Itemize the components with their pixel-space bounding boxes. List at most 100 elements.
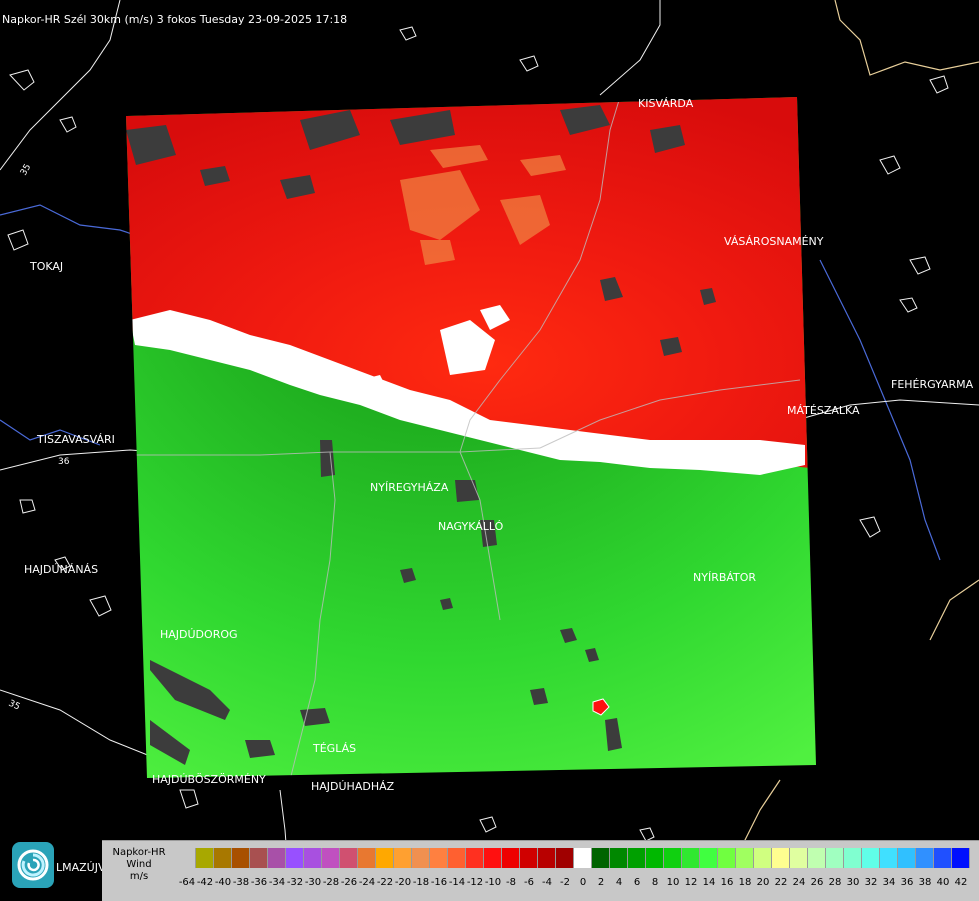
- legend-swatch: [790, 848, 808, 868]
- radar-field: [126, 97, 816, 778]
- legend-tick: -34: [268, 877, 286, 888]
- legend-swatch: [574, 848, 592, 868]
- legend-swatch: [322, 848, 340, 868]
- legend-tick: -2: [560, 877, 570, 888]
- legend-swatch: [682, 848, 700, 868]
- legend-tick: 42: [954, 877, 968, 888]
- road-number-markers: 35 36 35: [7, 163, 70, 713]
- legend-swatch: [376, 848, 394, 868]
- legend-swatch: [484, 848, 502, 868]
- legend-tick: -40: [214, 877, 232, 888]
- legend-tick: -36: [250, 877, 268, 888]
- legend-swatch: [898, 848, 916, 868]
- legend-tick: 18: [738, 877, 752, 888]
- legend-swatch: [538, 848, 556, 868]
- road-number-0: 35: [19, 163, 33, 178]
- legend-swatch: [304, 848, 322, 868]
- legend-swatch: [880, 848, 898, 868]
- city-label-hajdudorog: HAJDÚDOROG: [160, 628, 238, 641]
- legend-tick: 14: [702, 877, 716, 888]
- city-label-tokaj: TOKAJ: [30, 260, 64, 273]
- legend-tick: 8: [651, 877, 659, 888]
- legend-swatch: [646, 848, 664, 868]
- city-label-vasarosnameny: VÁSÁROSNAMÉNY: [724, 235, 824, 248]
- city-label-teglas: TÉGLÁS: [313, 742, 357, 755]
- city-label-nyiregyhaza: NYÍREGYHÁZA: [370, 481, 449, 494]
- legend-swatch: [934, 848, 952, 868]
- legend-swatch: [466, 848, 484, 868]
- legend-tick: 20: [756, 877, 770, 888]
- legend-tick: 38: [918, 877, 932, 888]
- legend-tick: -22: [376, 877, 394, 888]
- legend-color-scale: [178, 848, 970, 868]
- legend-tick: 34: [882, 877, 896, 888]
- city-label-tiszavasvari: TISZAVASVÁRI: [37, 433, 115, 446]
- city-label-hajduboszormeny: HAJDÚBÖSZÖRMÉNY: [152, 773, 266, 786]
- legend-swatch: [808, 848, 826, 868]
- legend-tick: -28: [322, 877, 340, 888]
- legend-tick: -64: [178, 877, 196, 888]
- legend-tick: -30: [304, 877, 322, 888]
- legend-tick: -26: [340, 877, 358, 888]
- legend-tick: 40: [936, 877, 950, 888]
- legend-tick: -4: [542, 877, 552, 888]
- legend-tick: 6: [633, 877, 641, 888]
- legend-tick: 16: [720, 877, 734, 888]
- legend-tick: 26: [810, 877, 824, 888]
- city-label-hajdunanas: HAJDÚNÁNÁS: [24, 563, 99, 576]
- road-number-1: 36: [58, 457, 70, 467]
- city-label-nagykallo: NAGYKÁLLÓ: [438, 520, 504, 533]
- legend-tick: -18: [412, 877, 430, 888]
- legend-swatch: [772, 848, 790, 868]
- legend-tick: 4: [615, 877, 623, 888]
- map-title: Napkor-HR Szél 30km (m/s) 3 fokos Tuesda…: [2, 13, 348, 26]
- legend-tick: -8: [506, 877, 516, 888]
- legend-tick: -10: [484, 877, 502, 888]
- legend-title-line3: m/s: [129, 871, 149, 882]
- city-label-mateszalka: MÁTÉSZALKA: [787, 404, 860, 417]
- legend-swatch: [862, 848, 880, 868]
- legend-swatch: [952, 848, 970, 868]
- legend-swatch: [754, 848, 772, 868]
- legend-swatch: [232, 848, 250, 868]
- city-label-hajduhadhaz: HAJDÚHADHÁZ: [311, 780, 395, 793]
- legend-swatch: [700, 848, 718, 868]
- legend-swatch: [610, 848, 628, 868]
- legend-tick: 30: [846, 877, 860, 888]
- legend-swatch: [268, 848, 286, 868]
- legend-swatch: [286, 848, 304, 868]
- city-label-fehergyarmat: FEHÉRGYARMA: [891, 378, 974, 391]
- legend-swatch: [556, 848, 574, 868]
- city-label-nyirbator: NYÍRBÁTOR: [693, 571, 757, 584]
- legend-swatch: [592, 848, 610, 868]
- legend-swatch: [412, 848, 430, 868]
- legend-tick: 36: [900, 877, 914, 888]
- legend-swatch: [664, 848, 682, 868]
- legend-swatch: [178, 848, 196, 868]
- legend-swatch: [916, 848, 934, 868]
- legend-swatch: [736, 848, 754, 868]
- legend-swatch: [196, 848, 214, 868]
- legend-tick: -12: [466, 877, 484, 888]
- city-label-kisvarda: KISVÁRDA: [638, 97, 694, 110]
- legend-tick: -24: [358, 877, 376, 888]
- legend-tick: 24: [792, 877, 806, 888]
- legend-tick: -14: [448, 877, 466, 888]
- legend-swatch: [826, 848, 844, 868]
- legend-swatch: [520, 848, 538, 868]
- legend-tick: -32: [286, 877, 304, 888]
- legend-tick: -38: [232, 877, 250, 888]
- legend-title-line2: Wind: [126, 859, 152, 870]
- legend-tick: 2: [597, 877, 605, 888]
- legend-title: Napkor-HR Wind m/s: [104, 847, 174, 883]
- legend-swatch: [844, 848, 862, 868]
- legend-swatch: [448, 848, 466, 868]
- legend-tick: 12: [684, 877, 698, 888]
- legend-tick: 22: [774, 877, 788, 888]
- legend-swatch: [250, 848, 268, 868]
- legend-tick: -20: [394, 877, 412, 888]
- legend-swatch: [394, 848, 412, 868]
- legend-swatch: [502, 848, 520, 868]
- legend-tick: 28: [828, 877, 842, 888]
- legend-swatch: [628, 848, 646, 868]
